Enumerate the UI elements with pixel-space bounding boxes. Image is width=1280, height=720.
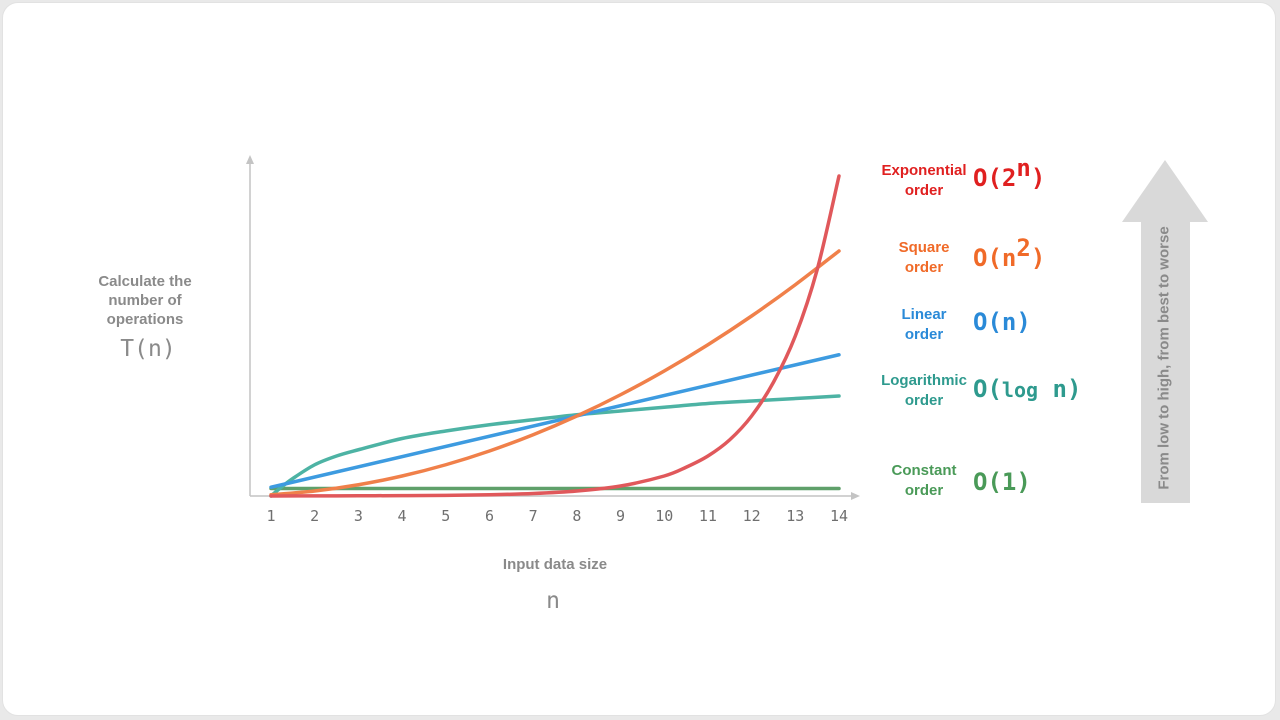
- legend-exponential-name-line2: order: [904, 182, 944, 199]
- legend-square-notation: O(n2): [973, 236, 1046, 272]
- rank-arrow-shape: [1122, 160, 1208, 503]
- x-tick-label: 11: [699, 507, 717, 525]
- legend-linear-notation: O(n): [973, 308, 1031, 336]
- legend-logarithmic-name-line2: order: [904, 392, 944, 409]
- y-axis-symbol: T(n): [120, 336, 176, 362]
- x-tick-label: 2: [310, 507, 319, 525]
- legend-square-name: Square order: [874, 238, 974, 278]
- legend-logarithmic-notation: O(log n): [973, 375, 1081, 404]
- legend-logarithmic-name-line1: Logarithmic: [881, 372, 967, 389]
- rank-arrow-label: From low to high, from best to worse: [1155, 226, 1173, 490]
- x-tick-label: 10: [655, 507, 673, 525]
- exponential-base: O(2: [973, 164, 1017, 192]
- x-tick-label: 8: [572, 507, 581, 525]
- x-tick-label: 5: [441, 507, 450, 525]
- x-tick-label: 4: [398, 507, 407, 525]
- x-axis-symbol: n: [546, 588, 560, 614]
- legend-constant-notation: O(1): [973, 468, 1031, 496]
- x-tick-label: 12: [743, 507, 761, 525]
- legend-constant-name-line1: Constant: [891, 462, 957, 479]
- series-line-logarithmic: [269, 394, 841, 498]
- exponential-exponent: n: [1016, 154, 1031, 182]
- legend-constant-name: Constant order: [874, 461, 974, 501]
- series-line-linear: [269, 353, 841, 489]
- x-tick-label: 6: [485, 507, 494, 525]
- square-base: O(n: [973, 244, 1017, 272]
- legend-square-name-line1: Square: [898, 239, 950, 256]
- x-tick-label: 3: [354, 507, 363, 525]
- legend-constant-name-line2: order: [904, 482, 944, 499]
- x-tick-label: 1: [266, 507, 275, 525]
- series-lines: [269, 174, 841, 498]
- x-tick-label: 13: [786, 507, 804, 525]
- logarithmic-function: log: [1001, 378, 1039, 402]
- legend-exponential-name: Exponential order: [874, 161, 974, 201]
- legend-exponential-name-line1: Exponential: [881, 162, 967, 179]
- legend-linear-name-line2: order: [904, 326, 944, 343]
- legend-square-name-line2: order: [904, 259, 944, 276]
- x-tick-label: 14: [830, 507, 848, 525]
- y-axis-arrowhead: [246, 155, 254, 164]
- x-tick-labels: 1 2 3 4 5 6 7 8 9 10 11 12 13 14: [266, 507, 848, 525]
- legend-logarithmic-name: Logarithmic order: [874, 371, 974, 411]
- series-line-square: [269, 249, 841, 497]
- x-axis-arrowhead: [851, 492, 860, 500]
- x-axis-label: Input data size: [502, 556, 608, 573]
- logarithmic-argument: n: [1038, 375, 1067, 403]
- rank-up-arrow-icon: [1122, 160, 1208, 503]
- square-exponent: 2: [1016, 234, 1031, 262]
- series-line-exponential: [269, 174, 841, 498]
- legend-linear-name-line1: Linear: [901, 306, 947, 323]
- x-tick-label: 7: [529, 507, 538, 525]
- x-tick-label: 9: [616, 507, 625, 525]
- logarithmic-open: O(: [973, 375, 1002, 403]
- square-close: ): [1030, 244, 1046, 272]
- axes: [246, 155, 860, 500]
- legend-exponential-notation: O(2n): [973, 156, 1046, 192]
- y-axis-label: Calculate the number of operations: [98, 273, 192, 328]
- exponential-close: ): [1030, 164, 1046, 192]
- logarithmic-close: ): [1066, 375, 1082, 403]
- legend-linear-name: Linear order: [874, 305, 974, 345]
